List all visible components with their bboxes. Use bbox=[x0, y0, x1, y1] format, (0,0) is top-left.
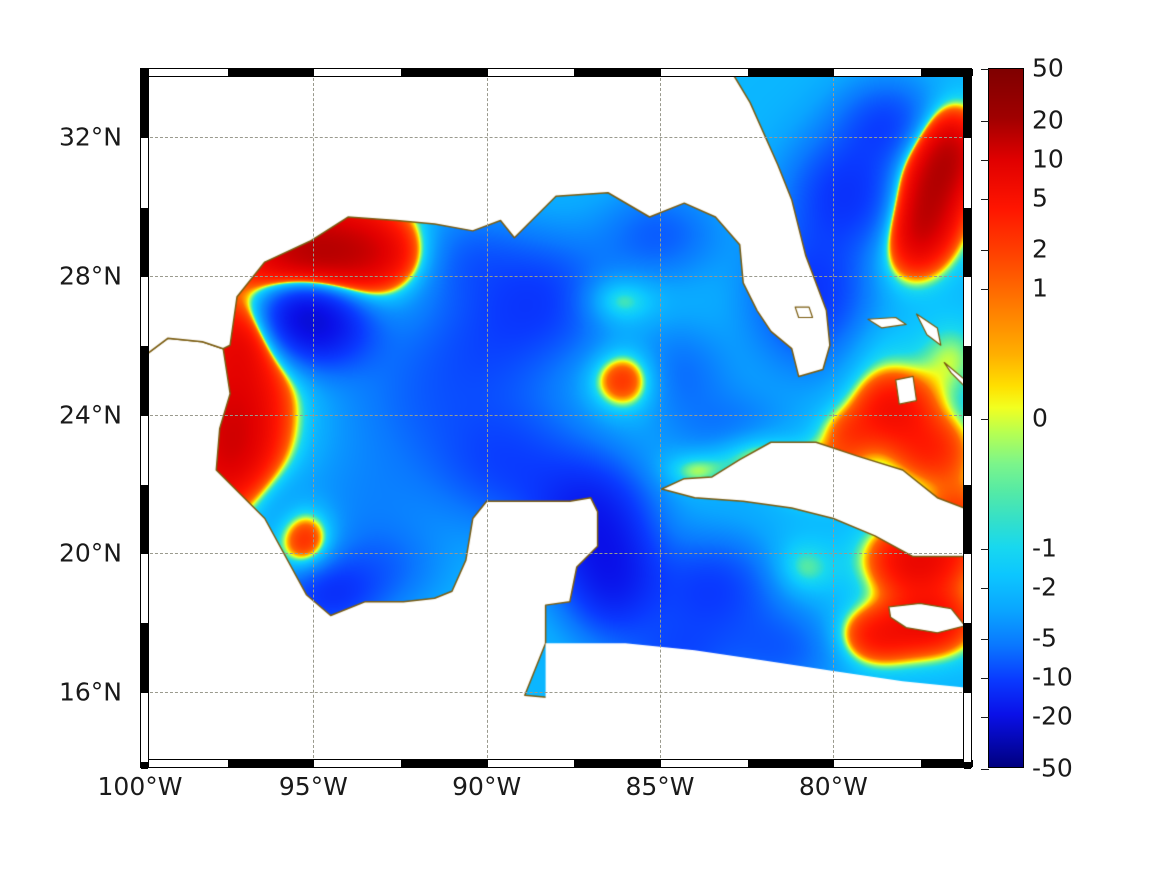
colorbar-tick-label: -2 bbox=[1032, 572, 1057, 602]
longitude-tick-label: 100°W bbox=[97, 772, 183, 801]
colorbar-tick-label: 2 bbox=[1032, 234, 1048, 264]
colorbar-tick bbox=[981, 769, 989, 770]
frame-segment bbox=[964, 484, 971, 555]
frame-segment bbox=[747, 69, 835, 76]
frame-segment bbox=[964, 69, 971, 139]
latitude-tick-label: 32°N bbox=[58, 122, 122, 152]
colorbar-tick bbox=[981, 587, 989, 589]
colorbar-tick-label: 0 bbox=[1032, 403, 1048, 433]
frame-segment bbox=[964, 623, 971, 693]
longitude-tick-label: 90°W bbox=[452, 772, 522, 801]
colorbar-tick-label: 5 bbox=[1032, 183, 1048, 213]
gridline-meridian bbox=[313, 68, 315, 768]
frame-segment bbox=[227, 69, 315, 76]
frame-segment bbox=[964, 346, 971, 416]
colorbar-gradient bbox=[989, 69, 1023, 767]
latitude-tick-label: 16°N bbox=[58, 677, 122, 707]
colorbar-tick bbox=[981, 69, 989, 70]
gridline-parallel bbox=[140, 553, 972, 555]
frame-segment bbox=[401, 760, 488, 767]
colorbar-tick-label: -10 bbox=[1032, 662, 1073, 692]
colorbar-tick bbox=[981, 678, 989, 680]
colorbar-tick-label: 10 bbox=[1032, 144, 1064, 174]
sea-surface-anomaly-field bbox=[140, 68, 972, 768]
colorbar-tick-label: -5 bbox=[1032, 623, 1057, 653]
frame-segment bbox=[964, 762, 971, 769]
colorbar-tick bbox=[981, 289, 989, 291]
colorbar-tick-label: 1 bbox=[1032, 273, 1048, 303]
colorbar-tick-label: 50 bbox=[1032, 53, 1064, 83]
colorbar-tick-label: -1 bbox=[1032, 533, 1057, 563]
gridline-parallel bbox=[140, 414, 972, 416]
frame-segment bbox=[141, 623, 148, 693]
colorbar-tick bbox=[981, 159, 989, 161]
frame-segment bbox=[141, 346, 148, 416]
map-frame-left bbox=[140, 68, 149, 769]
longitude-tick-label: 95°W bbox=[278, 772, 348, 801]
frame-segment bbox=[401, 69, 488, 76]
frame-segment bbox=[141, 69, 148, 139]
frame-segment bbox=[574, 760, 661, 767]
latitude-tick-label: 28°N bbox=[58, 261, 122, 291]
frame-segment bbox=[227, 760, 315, 767]
colorbar-tick-label: -20 bbox=[1032, 701, 1073, 731]
map-frame-bottom bbox=[140, 759, 973, 768]
colorbar-tick bbox=[981, 639, 989, 641]
frame-segment bbox=[141, 762, 148, 769]
longitude-tick-label: 80°W bbox=[798, 772, 868, 801]
frame-segment bbox=[921, 69, 973, 76]
frame-segment bbox=[141, 484, 148, 555]
colorbar-tick bbox=[981, 548, 989, 550]
colorbar-tick bbox=[981, 717, 989, 719]
frame-segment bbox=[141, 207, 148, 277]
frame-segment bbox=[964, 207, 971, 277]
frame-segment bbox=[747, 760, 835, 767]
gridline-parallel bbox=[140, 691, 972, 693]
anomaly-raster bbox=[140, 68, 972, 768]
frame-segment bbox=[574, 69, 661, 76]
gridline-meridian bbox=[660, 68, 661, 768]
colorbar-tick bbox=[981, 250, 989, 252]
gridline-parallel bbox=[140, 137, 972, 139]
map-frame-right bbox=[963, 68, 972, 769]
colorbar-tick bbox=[981, 198, 989, 200]
latitude-tick-label: 24°N bbox=[58, 400, 122, 430]
colorbar-tick-label: 20 bbox=[1032, 105, 1064, 135]
map-plot-area[interactable] bbox=[140, 68, 972, 768]
gridline-meridian bbox=[486, 68, 488, 768]
longitude-tick-label: 85°W bbox=[625, 772, 695, 801]
map-frame-top bbox=[140, 68, 973, 77]
gridline-parallel bbox=[140, 275, 972, 277]
colorbar-tick-label: -50 bbox=[1032, 753, 1073, 783]
colorbar[interactable] bbox=[981, 68, 1024, 770]
colorbar-tick bbox=[981, 419, 989, 420]
latitude-tick-label: 20°N bbox=[58, 538, 122, 568]
frame-segment bbox=[921, 760, 973, 767]
gridline-meridian bbox=[833, 68, 835, 768]
colorbar-tick bbox=[981, 120, 989, 122]
